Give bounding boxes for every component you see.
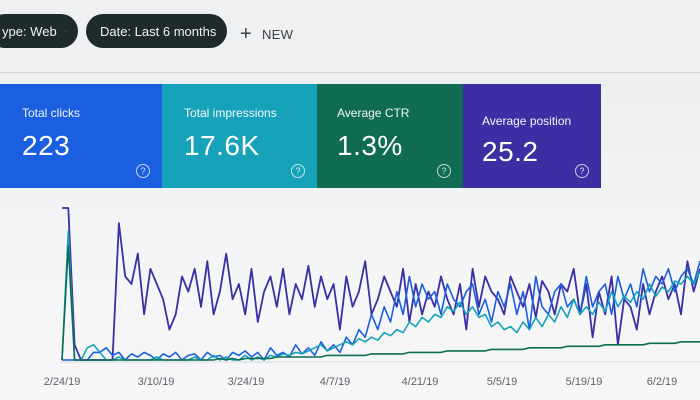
x-tick-label: 4/7/19 — [320, 376, 351, 388]
series-line-2 — [61, 229, 700, 361]
help-circle-icon[interactable]: ? — [575, 164, 589, 178]
x-tick-layer: 2/24/19 3/10/19 3/24/19 4/7/19 4/21/19 5/5/19… — [44, 376, 678, 388]
x-tick-label: 5/5/19 — [487, 376, 518, 388]
help-circle-icon[interactable]: ? — [437, 164, 451, 178]
x-tick-label: 4/21/19 — [402, 376, 439, 388]
new-filter-label: NEW — [261, 26, 294, 42]
card-value: 223 — [22, 130, 71, 161]
x-tick-label: 3/10/19 — [138, 376, 175, 388]
total-clicks-card[interactable]: Total clicks 223 ? — [0, 84, 162, 188]
series-line-0 — [62, 207, 700, 361]
average-ctr-card[interactable]: Average CTR 1.3% ? — [317, 84, 463, 188]
card-label: Total clicks — [22, 106, 81, 120]
pencil-icon[interactable] — [64, 24, 66, 38]
x-tick-label: 2/24/19 — [44, 376, 81, 388]
help-circle-icon[interactable]: ? — [136, 164, 150, 178]
x-tick-label: 3/24/19 — [228, 376, 265, 388]
x-tick-label: 5/19/19 — [566, 376, 603, 388]
total-impressions-card[interactable]: Total impressions 17.6K ? — [162, 84, 317, 188]
new-filter-button[interactable]: + NEW — [240, 22, 293, 46]
average-position-card[interactable]: Average position 25.2 ? — [463, 84, 601, 188]
type-filter-label: ype: Web — [2, 23, 57, 39]
help-circle-icon[interactable]: ? — [291, 164, 305, 178]
series-line-1 — [62, 260, 700, 361]
card-value: 17.6K — [184, 130, 260, 161]
card-value: 25.2 — [482, 136, 539, 167]
card-value: 1.3% — [337, 130, 403, 161]
card-label: Total impressions — [184, 106, 277, 120]
type-filter-chip[interactable]: ype: Web — [0, 14, 78, 48]
date-filter-label: Date: Last 6 months — [100, 23, 217, 39]
series-line-3 — [61, 245, 700, 361]
card-label: Average position — [482, 114, 572, 128]
performance-chart-svg: 2/24/19 3/10/19 3/24/19 4/7/19 4/21/19 5/5/19… — [44, 207, 700, 388]
metric-cards: Total clicks 223 ? Total impressions 17.… — [0, 84, 700, 188]
date-filter-chip[interactable]: Date: Last 6 months — [86, 14, 227, 48]
filter-bar: ype: Web Date: Last 6 months + NEW — [0, 0, 700, 73]
series-layer — [61, 207, 700, 361]
performance-chart[interactable]: 2/24/19 3/10/19 3/24/19 4/7/19 4/21/19 5/5/19… — [0, 190, 700, 400]
plus-icon: + — [240, 23, 252, 45]
card-label: Average CTR — [337, 106, 410, 120]
x-tick-label: 6/2/19 — [647, 376, 678, 388]
